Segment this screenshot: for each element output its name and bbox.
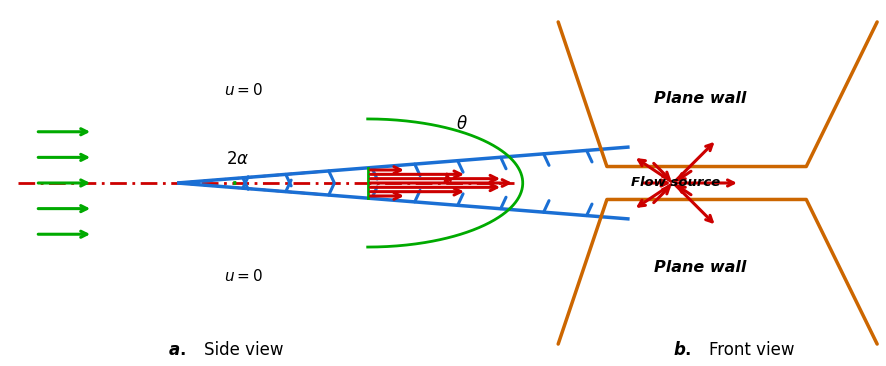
- Text: Flow source: Flow source: [631, 176, 719, 190]
- Text: $\boldsymbol{a}$.: $\boldsymbol{a}$.: [168, 341, 186, 359]
- Text: $u = 0$: $u = 0$: [224, 268, 263, 284]
- Text: Plane wall: Plane wall: [654, 92, 746, 106]
- Text: $\boldsymbol{b}$.: $\boldsymbol{b}$.: [672, 341, 691, 359]
- Text: Side view: Side view: [204, 341, 284, 359]
- Text: Plane wall: Plane wall: [654, 260, 746, 274]
- Text: $2\alpha$: $2\alpha$: [226, 150, 249, 168]
- Text: $u = 0$: $u = 0$: [224, 82, 263, 98]
- Text: Front view: Front view: [709, 341, 795, 359]
- Text: $\theta$: $\theta$: [456, 115, 468, 134]
